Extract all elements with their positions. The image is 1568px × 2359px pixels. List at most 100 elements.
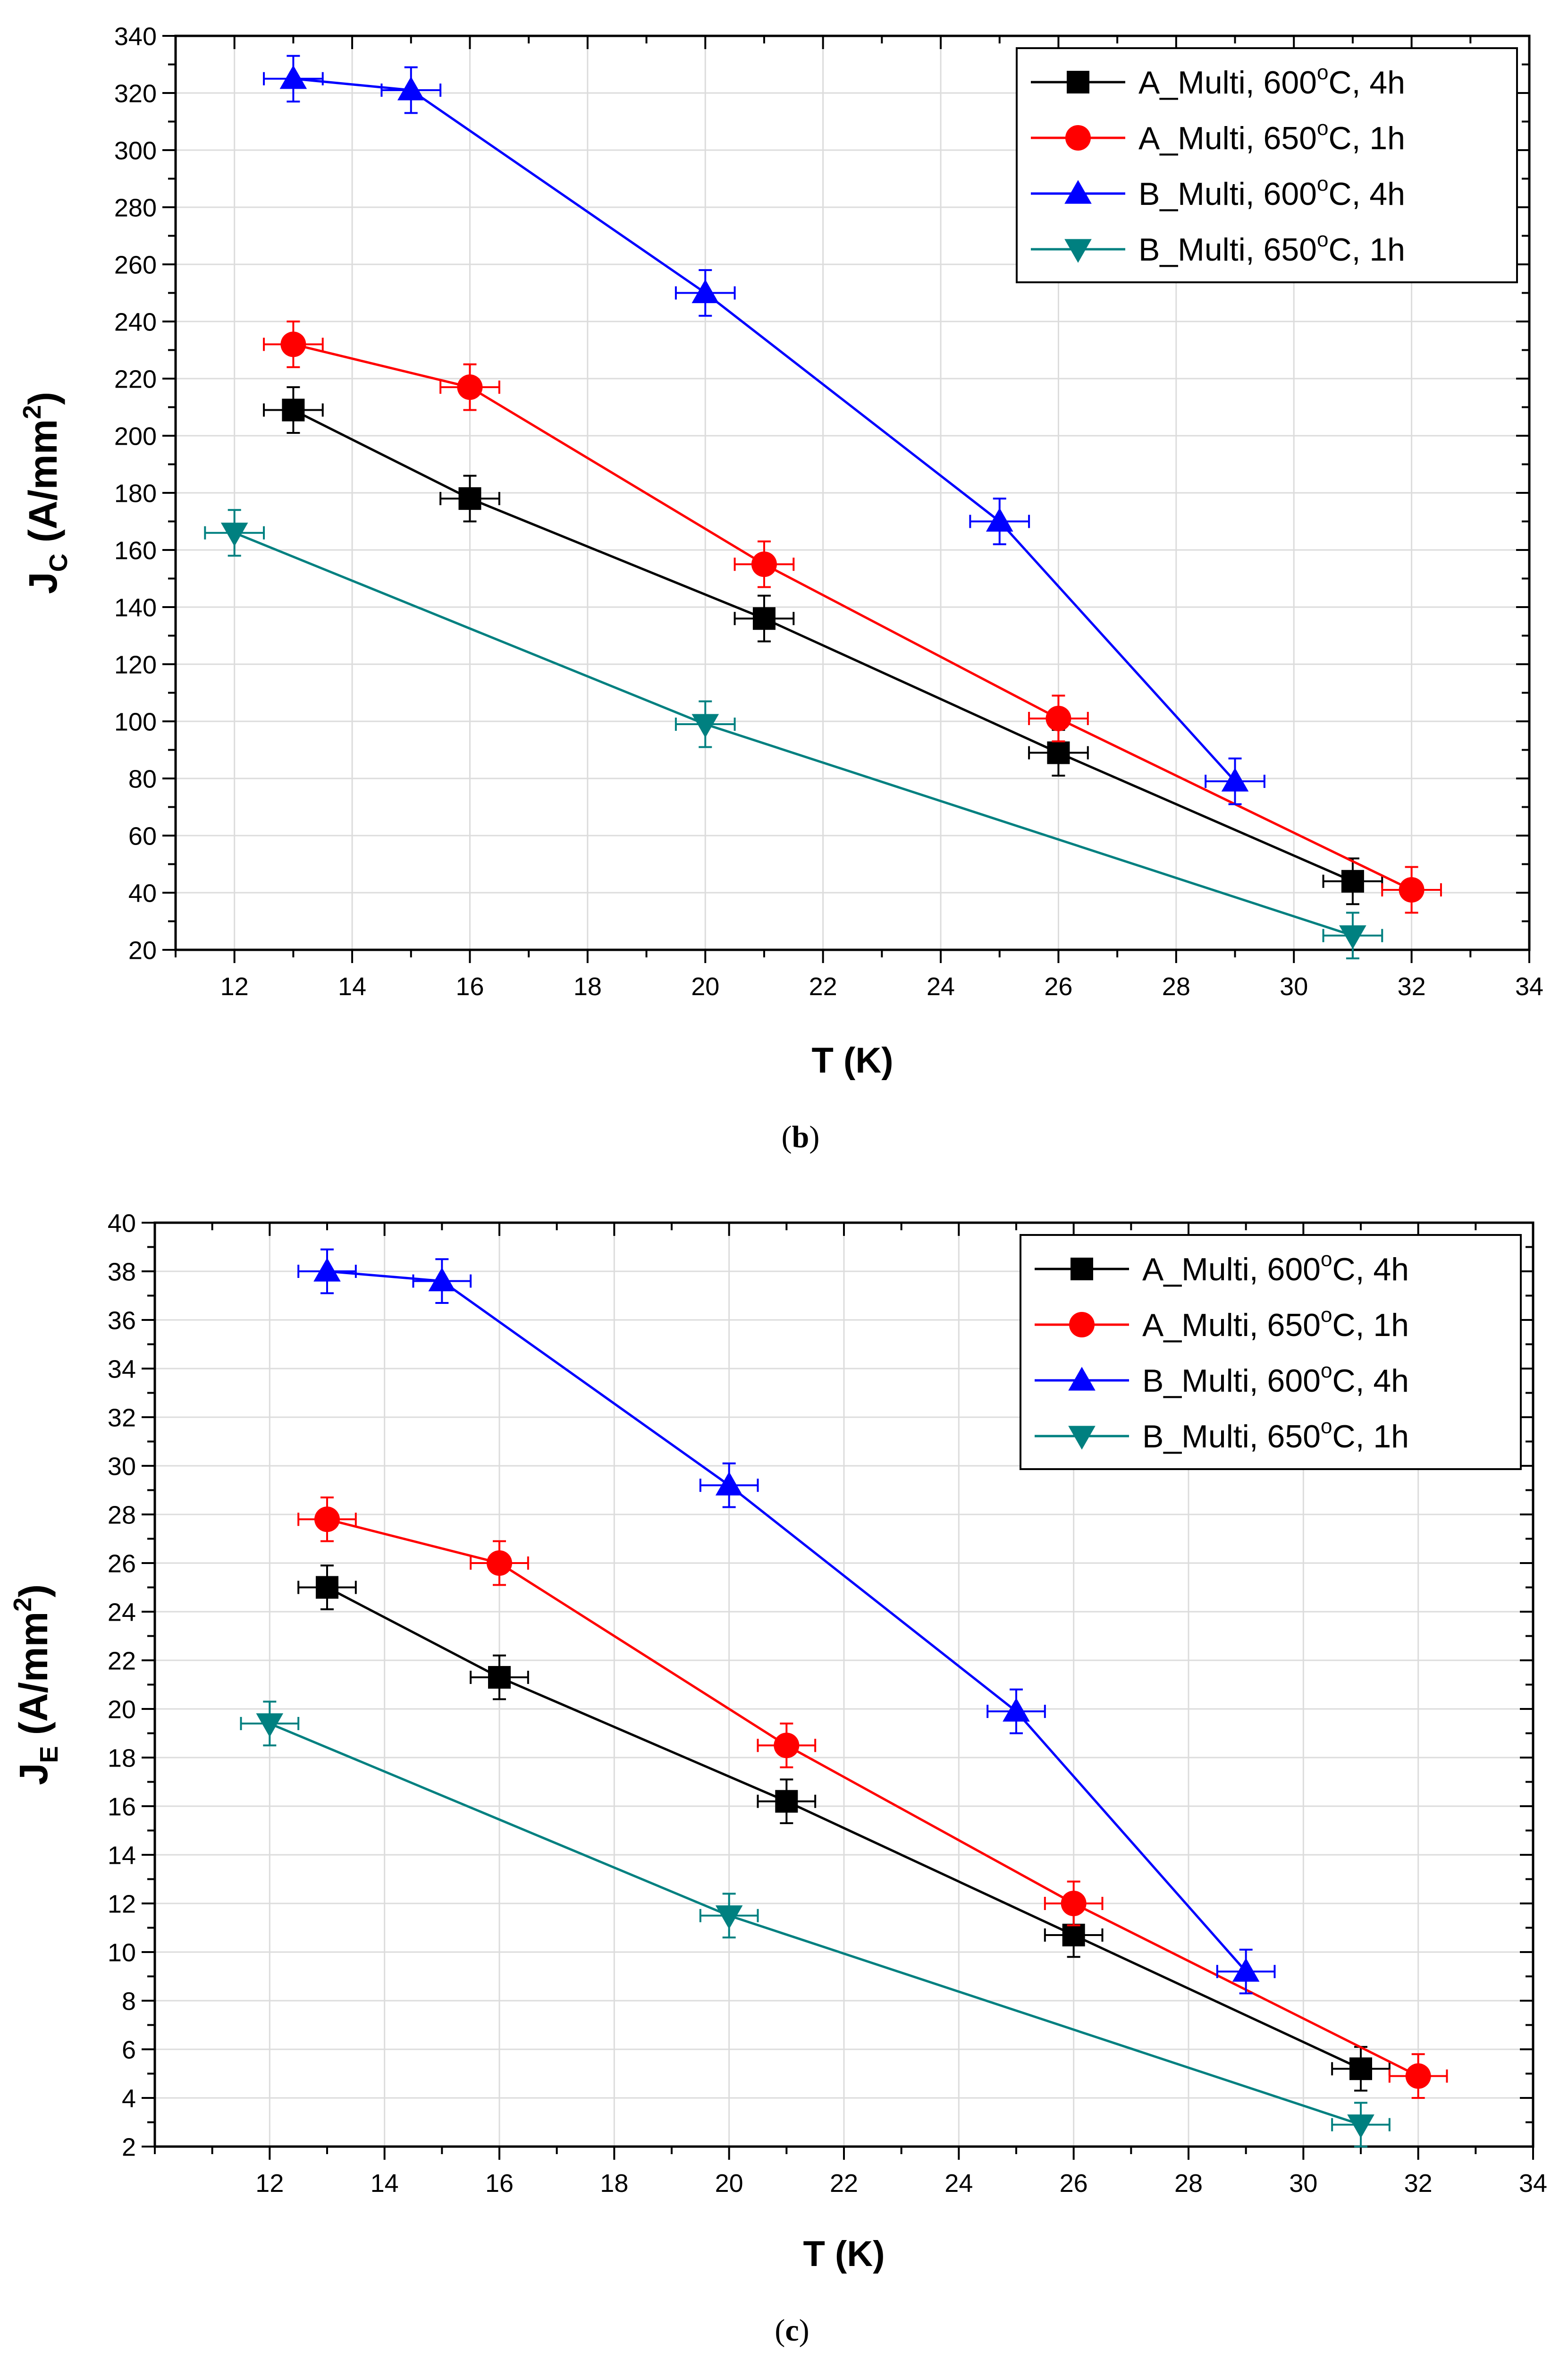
y-tick-label: 2 xyxy=(122,2133,136,2161)
x-tick-label: 28 xyxy=(1174,2169,1203,2198)
marker-circle xyxy=(1065,125,1091,151)
y-tick-label: 260 xyxy=(114,251,157,279)
marker-triangle-up xyxy=(1232,1958,1260,1982)
x-tick-label: 20 xyxy=(715,2169,743,2198)
caption-open: ( xyxy=(782,1120,792,1154)
legend-label-post: C, 4h xyxy=(1328,176,1405,212)
y-tick-label: 40 xyxy=(108,1209,136,1237)
series-line xyxy=(269,1722,1361,2126)
legend-label-sup: o xyxy=(1317,61,1328,84)
legend-label-sup: o xyxy=(1317,228,1328,251)
y-tick-label: 36 xyxy=(108,1306,136,1335)
chart-b: 12 14 16 18 20 22 24 26 28 30 32 34 20 40 60 80 100 120 14… xyxy=(18,22,1543,1154)
y-label-close: ) xyxy=(11,1584,56,1598)
legend-label-pre: B_Multi, 600 xyxy=(1142,1363,1321,1399)
x-tick-label: 12 xyxy=(220,972,249,1001)
legend-label-pre: A_Multi, 600 xyxy=(1138,65,1317,101)
x-tick-label: 32 xyxy=(1404,2169,1433,2198)
caption-letter: c xyxy=(785,2313,799,2348)
y-tick-label: 22 xyxy=(108,1647,136,1675)
legend-entry: B_Multi, 600oC, 4h xyxy=(1031,172,1405,212)
legend-label: A_Multi, 650oC, 1h xyxy=(1138,117,1405,156)
caption-close: ) xyxy=(809,1120,819,1154)
legend-box xyxy=(1016,47,1518,283)
legend-label-pre: B_Multi, 650 xyxy=(1138,232,1317,268)
marker-circle xyxy=(1061,1891,1087,1916)
x-tick-label: 28 xyxy=(1162,972,1190,1001)
legend-label-pre: A_Multi, 650 xyxy=(1138,120,1317,156)
x-tick-label: 32 xyxy=(1398,972,1426,1001)
marker-triangle-down xyxy=(1339,925,1366,949)
marker-square xyxy=(1047,741,1070,764)
y-tick-label: 32 xyxy=(108,1404,136,1432)
marker-triangle-up xyxy=(397,76,425,101)
x-tick-label: 34 xyxy=(1515,972,1543,1001)
y-label-close: ) xyxy=(21,392,65,405)
legend-label: A_Multi, 600oC, 4h xyxy=(1138,61,1405,101)
y-tick-label: 30 xyxy=(108,1452,136,1480)
marker-circle xyxy=(1045,705,1071,731)
y-tick-label: 14 xyxy=(108,1841,136,1869)
y-tick-label: 6 xyxy=(122,2036,136,2064)
series-0 xyxy=(263,386,1383,905)
axes: 12 14 16 18 20 22 24 26 28 30 32 342468101214161820… xyxy=(108,1209,1547,2198)
x-tick-label: 30 xyxy=(1289,2169,1317,2198)
y-tick-label: 240 xyxy=(114,308,157,336)
x-tick-label: 34 xyxy=(1519,2169,1547,2198)
marker-square xyxy=(488,1666,511,1689)
y-tick-label: 140 xyxy=(114,593,157,622)
marker-circle xyxy=(487,1550,512,1576)
legend-label-post: C, 1h xyxy=(1332,1307,1409,1343)
axes: 12 14 16 18 20 22 24 26 28 30 32 34 20 40 60 80 100 120 14… xyxy=(114,22,1543,1001)
y-tick-label: 24 xyxy=(108,1598,136,1626)
legend-entry: B_Multi, 650oC, 1h xyxy=(1031,228,1405,268)
legend-label: B_Multi, 600oC, 4h xyxy=(1138,172,1405,212)
x-tick-label: 18 xyxy=(573,972,602,1001)
x-tick-label: 22 xyxy=(830,2169,858,2198)
series-3 xyxy=(240,1700,1391,2148)
series-2 xyxy=(263,55,1265,805)
marker-triangle-up xyxy=(279,65,307,89)
marker-circle xyxy=(1069,1312,1095,1337)
legend: A_Multi, 600oC, 4h A_Multi, 650oC, 1h B_Mu… xyxy=(1020,1234,1522,1470)
y-tick-label: 38 xyxy=(108,1258,136,1286)
x-axis-label: T (K) xyxy=(811,1040,893,1081)
x-tick-label: 18 xyxy=(600,2169,628,2198)
legend-label-post: C, 1h xyxy=(1328,120,1405,156)
y-tick-label: 40 xyxy=(128,879,157,907)
legend-label: A_Multi, 600oC, 4h xyxy=(1142,1248,1409,1287)
legend-label-sup: o xyxy=(1321,1359,1332,1382)
legend-label: B_Multi, 650oC, 1h xyxy=(1138,228,1405,268)
marker-triangle-down xyxy=(220,523,248,547)
y-tick-label: 300 xyxy=(114,136,157,165)
x-tick-label: 16 xyxy=(455,972,484,1001)
marker-circle xyxy=(774,1733,800,1759)
legend-entry: A_Multi, 650oC, 1h xyxy=(1035,1303,1409,1343)
y-tick-label: 34 xyxy=(108,1355,136,1383)
series-0 xyxy=(297,1564,1391,2092)
caption-letter: b xyxy=(792,1120,809,1154)
legend-label-pre: A_Multi, 650 xyxy=(1142,1307,1321,1343)
y-tick-label: 4 xyxy=(122,2084,136,2113)
series-3 xyxy=(204,509,1383,960)
x-tick-label: 12 xyxy=(255,2169,284,2198)
marker-circle xyxy=(314,1506,340,1532)
marker-square xyxy=(1349,2057,1372,2080)
marker-triangle-up xyxy=(428,1267,456,1292)
marker-square xyxy=(458,487,481,510)
series-1 xyxy=(263,321,1442,914)
legend-label-sup: o xyxy=(1317,117,1328,140)
series-1 xyxy=(297,1496,1448,2099)
series-line xyxy=(234,532,1353,937)
y-tick-label: 10 xyxy=(108,1938,136,1967)
marker-circle xyxy=(1399,877,1425,903)
y-tick-label: 200 xyxy=(114,422,157,450)
x-tick-label: 20 xyxy=(691,972,719,1001)
legend-label-pre: A_Multi, 600 xyxy=(1142,1251,1321,1287)
marker-square xyxy=(282,398,305,422)
marker-triangle-up xyxy=(313,1258,341,1282)
legend-label: B_Multi, 650oC, 1h xyxy=(1142,1415,1409,1454)
y-label-sub: E xyxy=(35,1746,63,1763)
x-tick-label: 24 xyxy=(944,2169,973,2198)
y-tick-label: 26 xyxy=(108,1549,136,1578)
